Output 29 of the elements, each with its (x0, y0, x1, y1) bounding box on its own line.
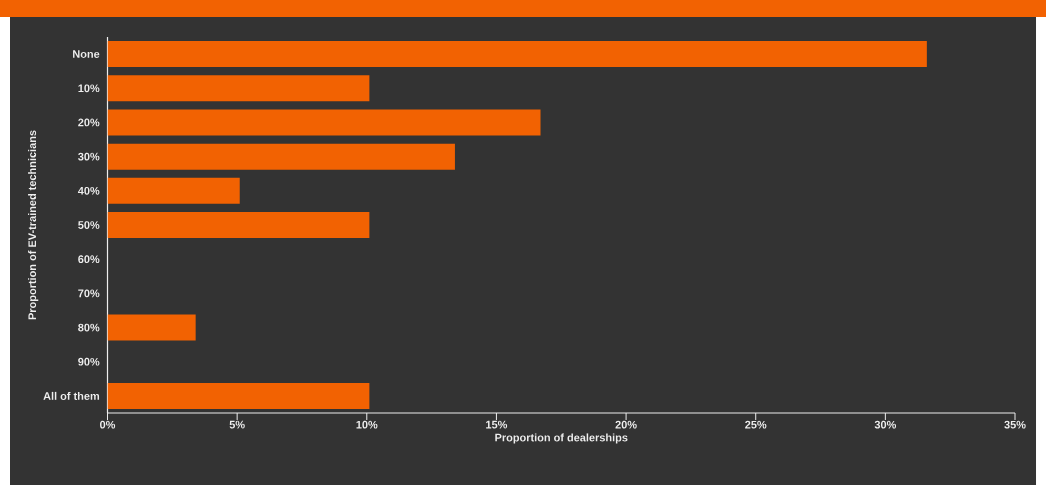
y-tick-label: 50% (78, 221, 100, 229)
x-tick-label: 15% (486, 420, 508, 429)
x-tick-label: 35% (1004, 420, 1026, 429)
x-tick-label: 0% (100, 420, 116, 429)
bar (107, 75, 370, 102)
x-tick-label: 30% (874, 420, 897, 429)
y-tick-label: 90% (78, 357, 100, 366)
bar (107, 177, 240, 204)
bar (107, 41, 927, 68)
y-tick-label: 60% (78, 255, 100, 264)
y-tick-label: 10% (78, 84, 100, 93)
x-axis-title: Proportion of dealerships (495, 433, 628, 444)
bar (107, 314, 196, 341)
y-axis-title: Proportion of EV-trained technicians (28, 130, 39, 320)
y-tick-label: All of them (43, 391, 100, 400)
y-tick-label: 30% (78, 152, 100, 161)
y-tick-label: 80% (78, 323, 100, 332)
y-tick-label: 40% (77, 186, 100, 195)
x-tick-label: 5% (229, 420, 245, 429)
bar (107, 212, 370, 238)
y-tick-label: 20% (78, 118, 100, 127)
bar (107, 143, 455, 170)
x-tick-label: 10% (356, 420, 378, 429)
bar (107, 382, 370, 409)
x-tick-label: 20% (615, 420, 637, 429)
y-tick-label: None (73, 50, 100, 58)
y-tick-label: 70% (78, 289, 100, 298)
x-tick-label: 25% (745, 420, 767, 429)
bar (107, 109, 541, 136)
